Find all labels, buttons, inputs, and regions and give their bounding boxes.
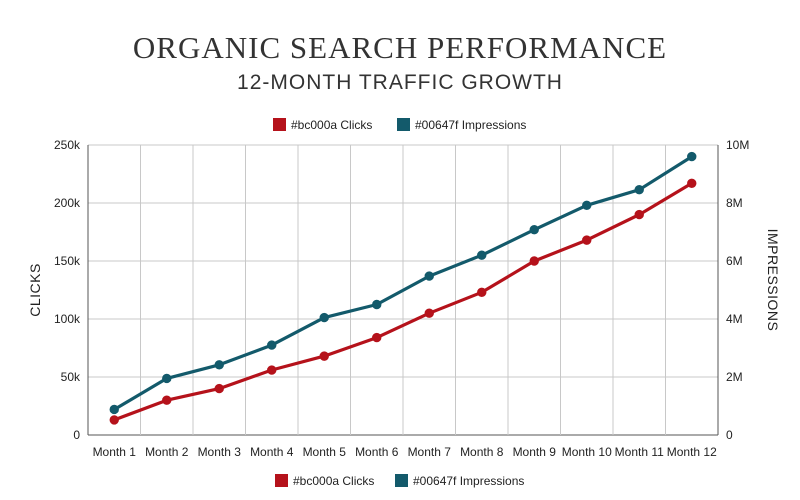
data-point-clicks xyxy=(109,415,119,425)
legend-label-clicks: #bc000a Clicks xyxy=(291,118,372,132)
y-left-axis-title: CLICKS xyxy=(27,263,43,317)
y-left-tick-label: 150k xyxy=(54,254,81,268)
y-left-tick-label: 100k xyxy=(54,312,81,326)
data-point-impressions xyxy=(162,373,172,384)
data-point-impressions xyxy=(424,271,434,281)
data-point-clicks xyxy=(477,287,487,298)
series-line-impressions xyxy=(112,155,694,412)
y-left-tick-label: 0 xyxy=(73,428,80,442)
data-point-clicks xyxy=(372,332,382,343)
legend-swatch-clicks xyxy=(273,118,286,131)
data-point-clicks xyxy=(319,351,329,361)
x-tick-label: Month 8 xyxy=(460,445,504,459)
x-tick-label: Month 5 xyxy=(303,445,347,459)
data-point-clicks xyxy=(214,383,224,394)
legend-label-clicks-bottom: #bc000a Clicks xyxy=(293,474,374,488)
chart-subtitle: 12-MONTH TRAFFIC GROWTH xyxy=(237,71,563,94)
data-point-impressions xyxy=(214,360,224,370)
data-point-impressions xyxy=(529,224,539,235)
legend-top: #bc000a Clicks #00647f Impressions xyxy=(273,118,526,132)
data-point-clicks xyxy=(687,178,697,188)
axes: 0 50k 100k 150k 200k 250k 0 2M 4M 6M 8M 10M Month 1 M… xyxy=(54,138,749,459)
y-left-tick-label: 50k xyxy=(61,370,81,384)
data-point-impressions xyxy=(477,250,487,260)
x-tick-label: Month 3 xyxy=(198,445,242,459)
chart-title: ORGANIC SEARCH PERFORMANCE xyxy=(133,30,667,65)
x-tick-label: Month 4 xyxy=(250,445,294,459)
series xyxy=(109,151,697,425)
data-point-impressions xyxy=(267,340,277,350)
y-right-axis-title: IMPRESSIONS xyxy=(765,229,781,332)
legend-swatch-impressions xyxy=(397,118,410,131)
y-right-tick-label: 8M xyxy=(726,196,743,210)
data-point-impressions xyxy=(687,151,697,162)
x-tick-label: Month 7 xyxy=(408,445,452,459)
y-right-tick-label: 2M xyxy=(726,370,743,384)
legend-swatch-impressions-bottom xyxy=(395,474,408,487)
data-point-clicks xyxy=(582,235,592,245)
x-tick-label: Month 2 xyxy=(145,445,189,459)
data-point-impressions xyxy=(634,184,644,195)
data-point-clicks xyxy=(529,256,539,266)
y-right-tick-label: 6M xyxy=(726,254,743,268)
data-point-clicks xyxy=(162,395,172,405)
data-point-clicks xyxy=(267,365,277,375)
data-point-impressions xyxy=(109,404,119,415)
legend-label-impressions: #00647f Impressions xyxy=(415,118,526,132)
legend-label-impressions-bottom: #00647f Impressions xyxy=(413,474,524,488)
data-point-impressions xyxy=(319,312,329,323)
y-right-tick-label: 10M xyxy=(726,138,749,152)
data-point-clicks xyxy=(424,308,434,318)
data-point-clicks xyxy=(634,209,644,220)
x-tick-label: Month 10 xyxy=(562,445,612,459)
y-left-tick-label: 200k xyxy=(54,196,81,210)
series-line-clicks xyxy=(112,181,694,422)
data-point-impressions xyxy=(372,299,382,310)
x-tick-label: Month 1 xyxy=(93,445,137,459)
x-tick-label: Month 9 xyxy=(513,445,557,459)
data-point-impressions xyxy=(582,200,592,211)
y-right-tick-label: 4M xyxy=(726,312,743,326)
y-left-tick-label: 250k xyxy=(54,138,81,152)
y-right-tick-label: 0 xyxy=(726,428,733,442)
x-tick-label: Month 11 xyxy=(615,445,664,459)
legend-bottom: #bc000a Clicks #00647f Impressions xyxy=(275,474,524,488)
x-tick-label: Month 6 xyxy=(355,445,399,459)
x-tick-label: Month 12 xyxy=(667,445,717,459)
legend-swatch-clicks-bottom xyxy=(275,474,288,487)
